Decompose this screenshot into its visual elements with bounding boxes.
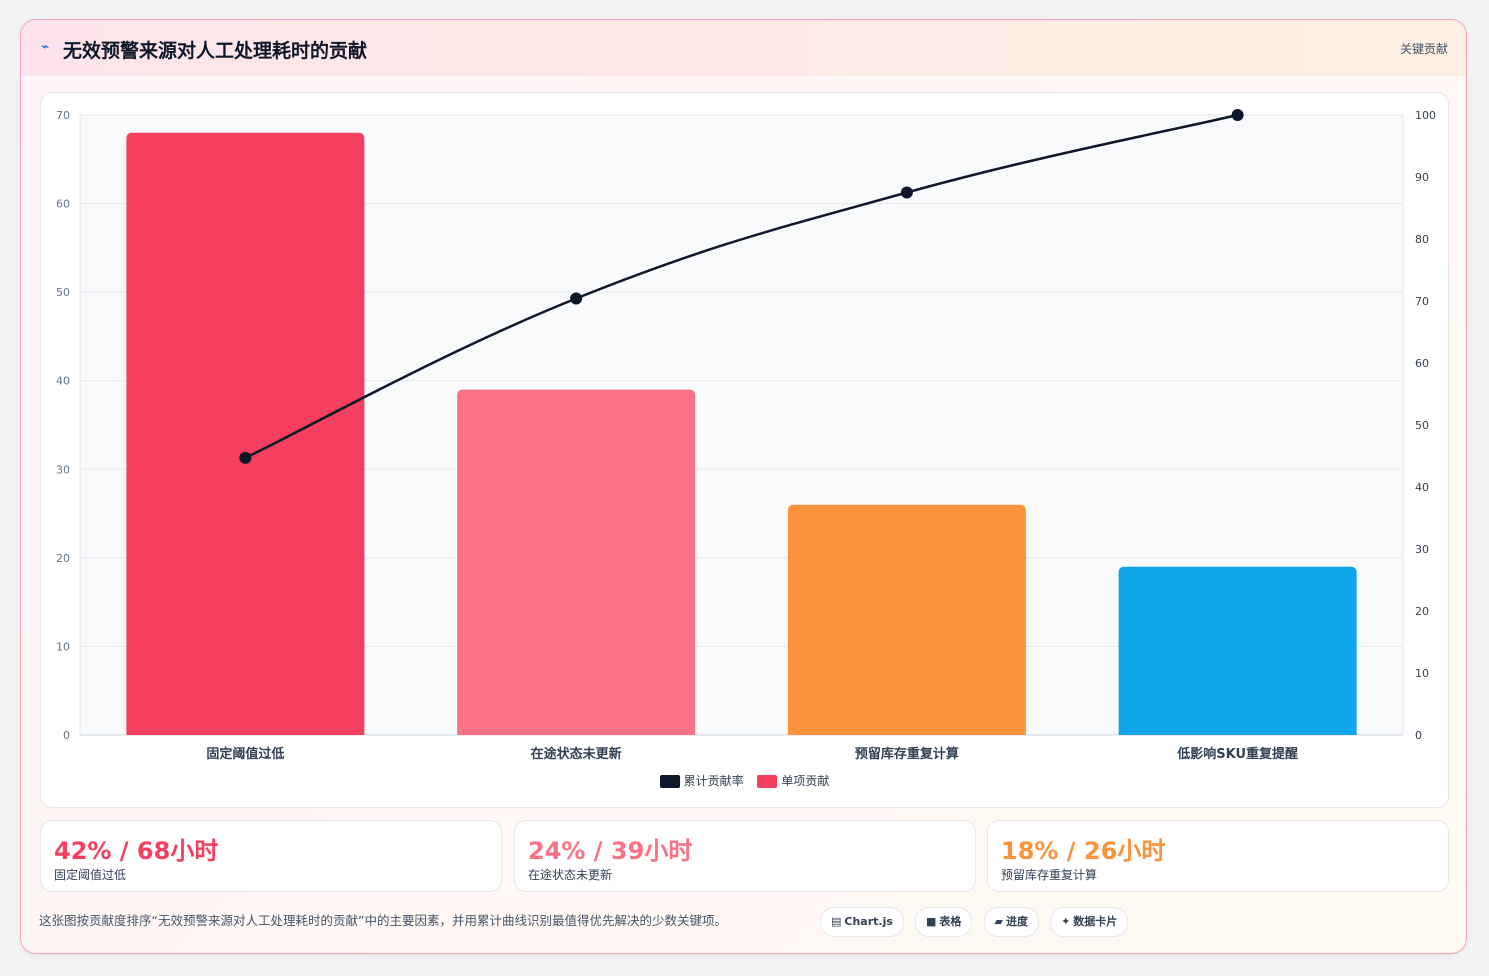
sparkle-icon: ✦ xyxy=(1061,915,1071,928)
stat-value: 42% / 68小时 xyxy=(54,837,219,865)
legend-label-single: 单项贡献 xyxy=(781,774,830,788)
x-tick-label: 预留库存重复计算 xyxy=(855,746,959,762)
legend-label-cumulative: 累计贡献率 xyxy=(683,774,744,788)
y-left-tick-label: 40 xyxy=(56,375,70,388)
y-left-tick-label: 20 xyxy=(56,552,70,565)
y-right-tick-label: 70 xyxy=(1415,295,1429,308)
legend-swatch-cumulative xyxy=(659,775,680,788)
stat-value: 24% / 39小时 xyxy=(528,837,693,865)
chip-progress[interactable]: ▰ 进度 xyxy=(983,907,1039,937)
cumulative-point xyxy=(1231,109,1244,121)
legend-item-cumulative[interactable]: 累计贡献率 xyxy=(659,772,744,789)
chip-label: 进度 xyxy=(1005,915,1028,928)
card-header: ⌁ 无效预警来源对人工处理耗时的贡献 关键贡献 xyxy=(21,20,1466,76)
x-tick-label: 低影响SKU重复提醒 xyxy=(1176,746,1298,762)
x-tick-label: 固定阈值过低 xyxy=(206,746,284,762)
y-left-tick-label: 60 xyxy=(56,198,70,211)
bar xyxy=(1118,566,1357,735)
chart-legend: 累计贡献率 单项贡献 xyxy=(41,772,1448,789)
cumulative-point xyxy=(900,186,913,199)
stat-value: 18% / 26小时 xyxy=(1001,837,1166,865)
stat-card-2: 24% / 39小时 在途状态未更新 xyxy=(514,820,976,892)
stat-label: 在途状态未更新 xyxy=(528,868,613,882)
y-right-tick-label: 90 xyxy=(1415,171,1429,184)
legend-swatch-single xyxy=(757,775,778,788)
chart-title: 无效预警来源对人工处理耗时的贡献 xyxy=(63,40,368,62)
chip-row: ▤ Chart.js ■ 表格 ▰ 进度 ✦ 数据卡片 xyxy=(820,907,1134,937)
progress-icon: ▰ xyxy=(994,915,1003,928)
y-right-tick-label: 20 xyxy=(1415,605,1429,618)
chip-table[interactable]: ■ 表格 xyxy=(915,907,973,937)
stat-card-3: 18% / 26小时 预留库存重复计算 xyxy=(987,820,1449,892)
bar xyxy=(126,132,365,735)
y-left-tick-label: 0 xyxy=(63,729,70,742)
cumulative-line xyxy=(244,113,1238,459)
cumulative-point xyxy=(570,292,583,305)
y-right-tick-label: 10 xyxy=(1415,667,1429,680)
y-left-tick-label: 10 xyxy=(56,640,70,653)
chart-panel: 0 10 20 30 40 50 60 70 0 10 20 30 40 50 60 70 80 90 100 固定阈… xyxy=(40,92,1449,808)
chart-icon: ▤ xyxy=(831,915,842,928)
chip-chartjs[interactable]: ▤ Chart.js xyxy=(820,907,904,937)
stat-label: 固定阈值过低 xyxy=(54,868,127,882)
y-left-tick-label: 70 xyxy=(56,109,70,122)
y-left-tick-label: 30 xyxy=(56,463,70,476)
stat-label: 预留库存重复计算 xyxy=(1001,868,1098,882)
y-right-tick-label: 40 xyxy=(1415,481,1429,494)
chip-label: 表格 xyxy=(939,915,962,928)
chip-label: 数据卡片 xyxy=(1073,915,1118,928)
header-tag: 关键贡献 xyxy=(1399,42,1448,56)
chart-footnote: 这张图按贡献度排序“无效预警来源对人工处理耗时的贡献”中的主要因素，并用累计曲线… xyxy=(39,913,727,928)
bar xyxy=(457,389,696,735)
cumulative-point xyxy=(239,451,252,464)
legend-item-single[interactable]: 单项贡献 xyxy=(757,772,829,789)
pulse-icon: ⌁ xyxy=(41,39,50,55)
chart-card: ⌁ 无效预警来源对人工处理耗时的贡献 关键贡献 0 10 20 30 40 50 60 70 0… xyxy=(20,19,1467,954)
pareto-chart: 0 10 20 30 40 50 60 70 0 10 20 30 40 50 60 70 80 90 100 固定阈… xyxy=(56,109,1436,762)
stat-card-1: 42% / 68小时 固定阈值过低 xyxy=(40,820,502,892)
x-tick-label: 在途状态未更新 xyxy=(531,746,622,762)
chip-label: Chart.js xyxy=(844,915,893,928)
y-right-tick-label: 0 xyxy=(1415,729,1422,742)
y-left-tick-label: 50 xyxy=(56,286,70,299)
y-right-tick-label: 80 xyxy=(1415,233,1429,246)
bar xyxy=(787,504,1026,735)
chip-data-card[interactable]: ✦ 数据卡片 xyxy=(1050,907,1129,937)
y-right-tick-label: 100 xyxy=(1415,109,1436,122)
y-right-tick-label: 50 xyxy=(1415,419,1429,432)
table-icon: ■ xyxy=(926,915,937,928)
y-right-tick-label: 60 xyxy=(1415,357,1429,370)
y-right-tick-label: 30 xyxy=(1415,543,1429,556)
